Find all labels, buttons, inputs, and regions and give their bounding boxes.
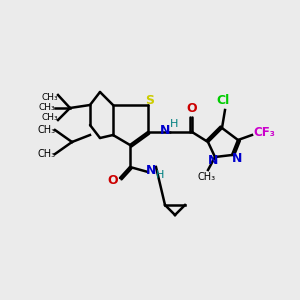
Text: CH₃: CH₃ bbox=[39, 103, 55, 112]
Text: H: H bbox=[170, 119, 178, 129]
Text: CH₃: CH₃ bbox=[198, 172, 216, 182]
Text: H: H bbox=[156, 170, 164, 180]
Text: CF₃: CF₃ bbox=[253, 127, 275, 140]
Text: S: S bbox=[146, 94, 154, 106]
Text: N: N bbox=[160, 124, 170, 136]
Text: N: N bbox=[208, 154, 218, 167]
Text: CH₃: CH₃ bbox=[38, 125, 56, 135]
Text: Cl: Cl bbox=[216, 94, 230, 107]
Text: CH₃: CH₃ bbox=[42, 92, 58, 101]
Text: N: N bbox=[232, 152, 242, 166]
Text: CH₃: CH₃ bbox=[42, 113, 58, 122]
Text: N: N bbox=[146, 164, 156, 176]
Text: O: O bbox=[187, 103, 197, 116]
Text: CH₃: CH₃ bbox=[38, 149, 56, 159]
Text: O: O bbox=[108, 173, 118, 187]
